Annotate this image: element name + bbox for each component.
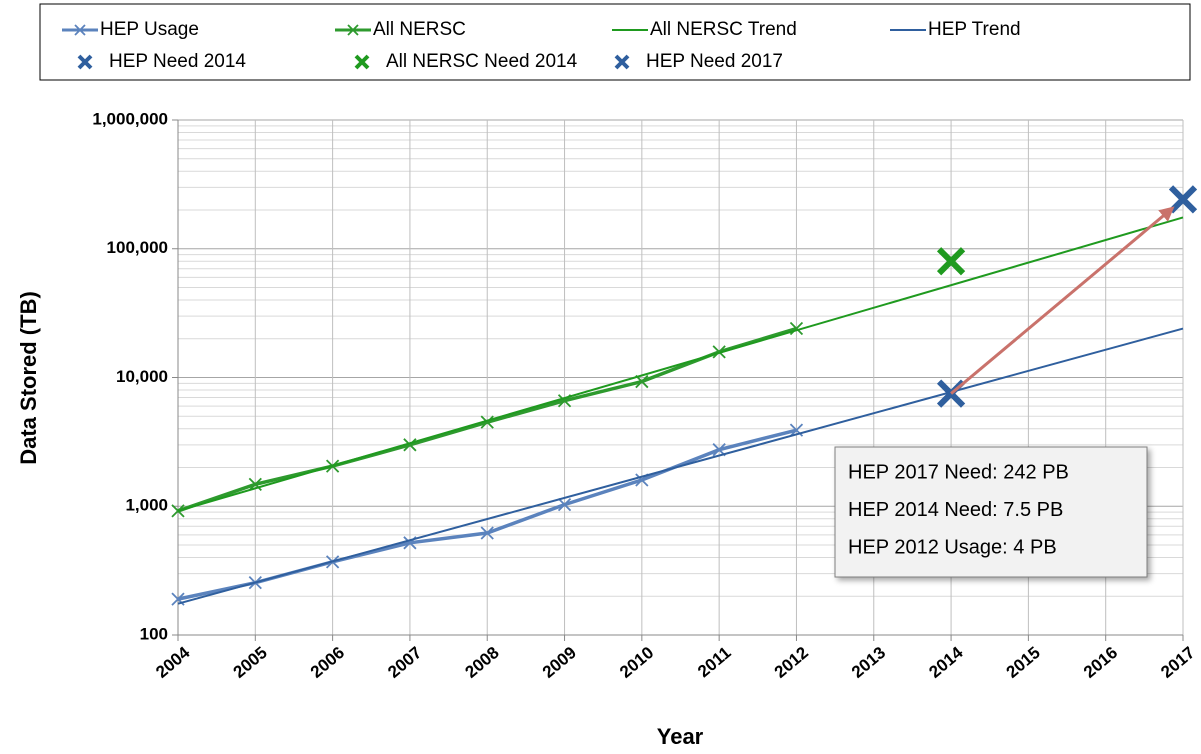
annotation-text: HEP 2017 Need: 242 PB xyxy=(848,461,1069,483)
legend-label: All NERSC xyxy=(373,19,466,40)
x-tick-label: 2012 xyxy=(771,643,812,682)
x-tick-label: 2015 xyxy=(1003,643,1044,682)
y-tick-label: 1,000 xyxy=(125,496,168,515)
marker xyxy=(347,24,359,36)
legend-label: HEP Usage xyxy=(100,19,199,40)
marker xyxy=(480,415,494,429)
arrow xyxy=(950,206,1175,395)
x-tick-label: 2013 xyxy=(848,643,889,682)
x-tick-label: 2010 xyxy=(616,643,657,682)
x-tick-label: 2014 xyxy=(925,643,967,682)
marker xyxy=(354,54,370,70)
annotation-text: HEP 2012 Usage: 4 PB xyxy=(848,536,1057,558)
legend-label: HEP Trend xyxy=(928,19,1021,40)
y-tick-label: 100,000 xyxy=(107,238,168,257)
x-tick-label: 2017 xyxy=(1157,643,1198,682)
y-axis-label: Data Stored (TB) xyxy=(16,291,41,465)
marker xyxy=(77,54,93,70)
marker xyxy=(1168,185,1198,214)
marker xyxy=(936,247,966,276)
marker xyxy=(403,438,417,452)
x-tick-label: 2016 xyxy=(1080,643,1121,682)
legend-label: All NERSC Need 2014 xyxy=(386,51,578,72)
series-line xyxy=(177,327,1184,605)
x-axis-label: Year xyxy=(657,724,704,749)
x-tick-label: 2006 xyxy=(307,643,348,682)
x-tick-label: 2011 xyxy=(694,643,734,681)
x-tick-label: 2005 xyxy=(230,643,271,682)
marker xyxy=(789,321,804,336)
legend-label: HEP Need 2017 xyxy=(646,51,783,72)
marker xyxy=(557,497,572,512)
x-tick-label: 2007 xyxy=(384,643,425,682)
legend-box xyxy=(39,3,1191,81)
marker xyxy=(614,54,630,70)
legend-label: All NERSC Trend xyxy=(650,19,797,40)
marker xyxy=(74,24,86,36)
annotation-box xyxy=(834,446,1148,578)
y-tick-label: 10,000 xyxy=(116,367,168,386)
marks xyxy=(171,185,1198,606)
x-tick-label: 2004 xyxy=(152,643,194,682)
marker xyxy=(480,526,494,540)
marker xyxy=(248,477,262,491)
series-line xyxy=(177,216,1184,512)
x-tick-label: 2009 xyxy=(539,643,580,682)
y-tick-label: 1,000,000 xyxy=(92,109,168,128)
legend-label: HEP Need 2014 xyxy=(109,51,246,72)
y-tick-label: 100 xyxy=(140,624,168,643)
x-tick-label: 2008 xyxy=(461,643,502,682)
annotation-text: HEP 2014 Need: 7.5 PB xyxy=(848,499,1063,521)
